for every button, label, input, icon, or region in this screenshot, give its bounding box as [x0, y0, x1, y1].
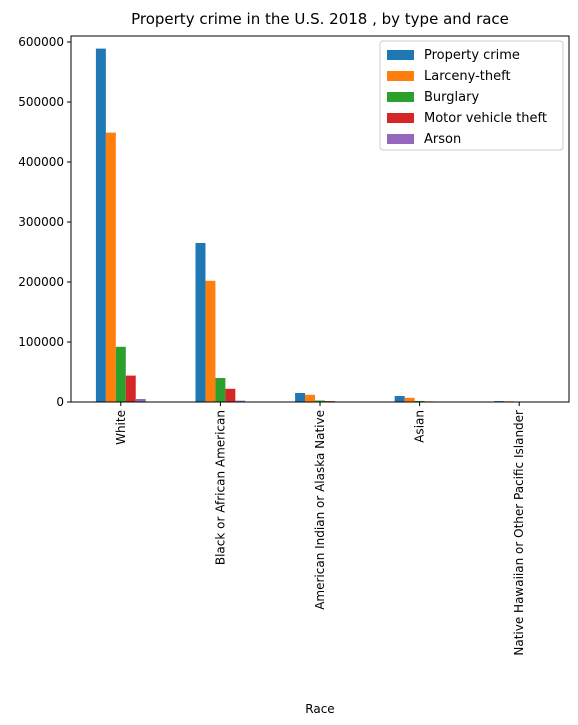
- x-tick-label: Black or African American: [213, 410, 227, 565]
- bars-layer: [95, 48, 545, 402]
- bar-4-1: [235, 400, 246, 402]
- x-tick-label: Asian: [413, 410, 427, 443]
- y-tick-label: 100000: [18, 335, 64, 349]
- bar-0-1: [195, 243, 206, 402]
- legend-label: Motor vehicle theft: [424, 111, 547, 126]
- legend: Property crime Larceny-theft Burglary Motor…: [379, 40, 564, 151]
- bar-1-1: [205, 280, 216, 402]
- legend-swatch: [387, 50, 414, 60]
- bar-3-0: [125, 375, 136, 402]
- bar-2-3: [414, 400, 425, 402]
- bar-0-3: [394, 396, 405, 402]
- bar-0-2: [295, 393, 306, 402]
- x-tick-label: Native Hawaiian or Other Pacific Islande…: [512, 410, 526, 656]
- bar-1-0: [105, 132, 116, 402]
- legend-swatch: [387, 113, 414, 123]
- y-tick-label: 200000: [18, 275, 64, 289]
- bar-4-0: [135, 399, 146, 402]
- legend-label: Larceny-theft: [424, 69, 511, 84]
- bar-1-3: [404, 397, 415, 402]
- y-tick-label: 400000: [18, 155, 64, 169]
- y-tick-label: 600000: [18, 35, 64, 49]
- legend-swatch: [387, 92, 414, 102]
- bar-2-0: [115, 346, 126, 402]
- x-axis: White Black or African American American I…: [114, 402, 526, 656]
- y-axis: 0 100000 200000 300000 400000 500000 600000: [18, 35, 71, 409]
- legend-label: Burglary: [424, 90, 479, 105]
- bar-2-1: [215, 378, 226, 402]
- chart-title: Property crime in the U.S. 2018 , by typ…: [131, 10, 509, 28]
- bar-3-1: [225, 388, 236, 402]
- y-tick-label: 300000: [18, 215, 64, 229]
- x-tick-label: American Indian or Alaska Native: [313, 410, 327, 610]
- x-axis-label: Race: [305, 702, 334, 716]
- legend-box: [379, 40, 564, 151]
- bar-1-2: [305, 394, 316, 402]
- y-tick-label: 0: [56, 395, 64, 409]
- legend-swatch: [387, 71, 414, 81]
- legend-label: Property crime: [424, 48, 520, 63]
- x-tick-label: White: [114, 410, 128, 445]
- y-tick-label: 500000: [18, 95, 64, 109]
- bar-0-0: [95, 48, 106, 402]
- legend-label: Arson: [424, 132, 461, 147]
- bar-2-2: [315, 400, 325, 402]
- legend-swatch: [387, 134, 414, 144]
